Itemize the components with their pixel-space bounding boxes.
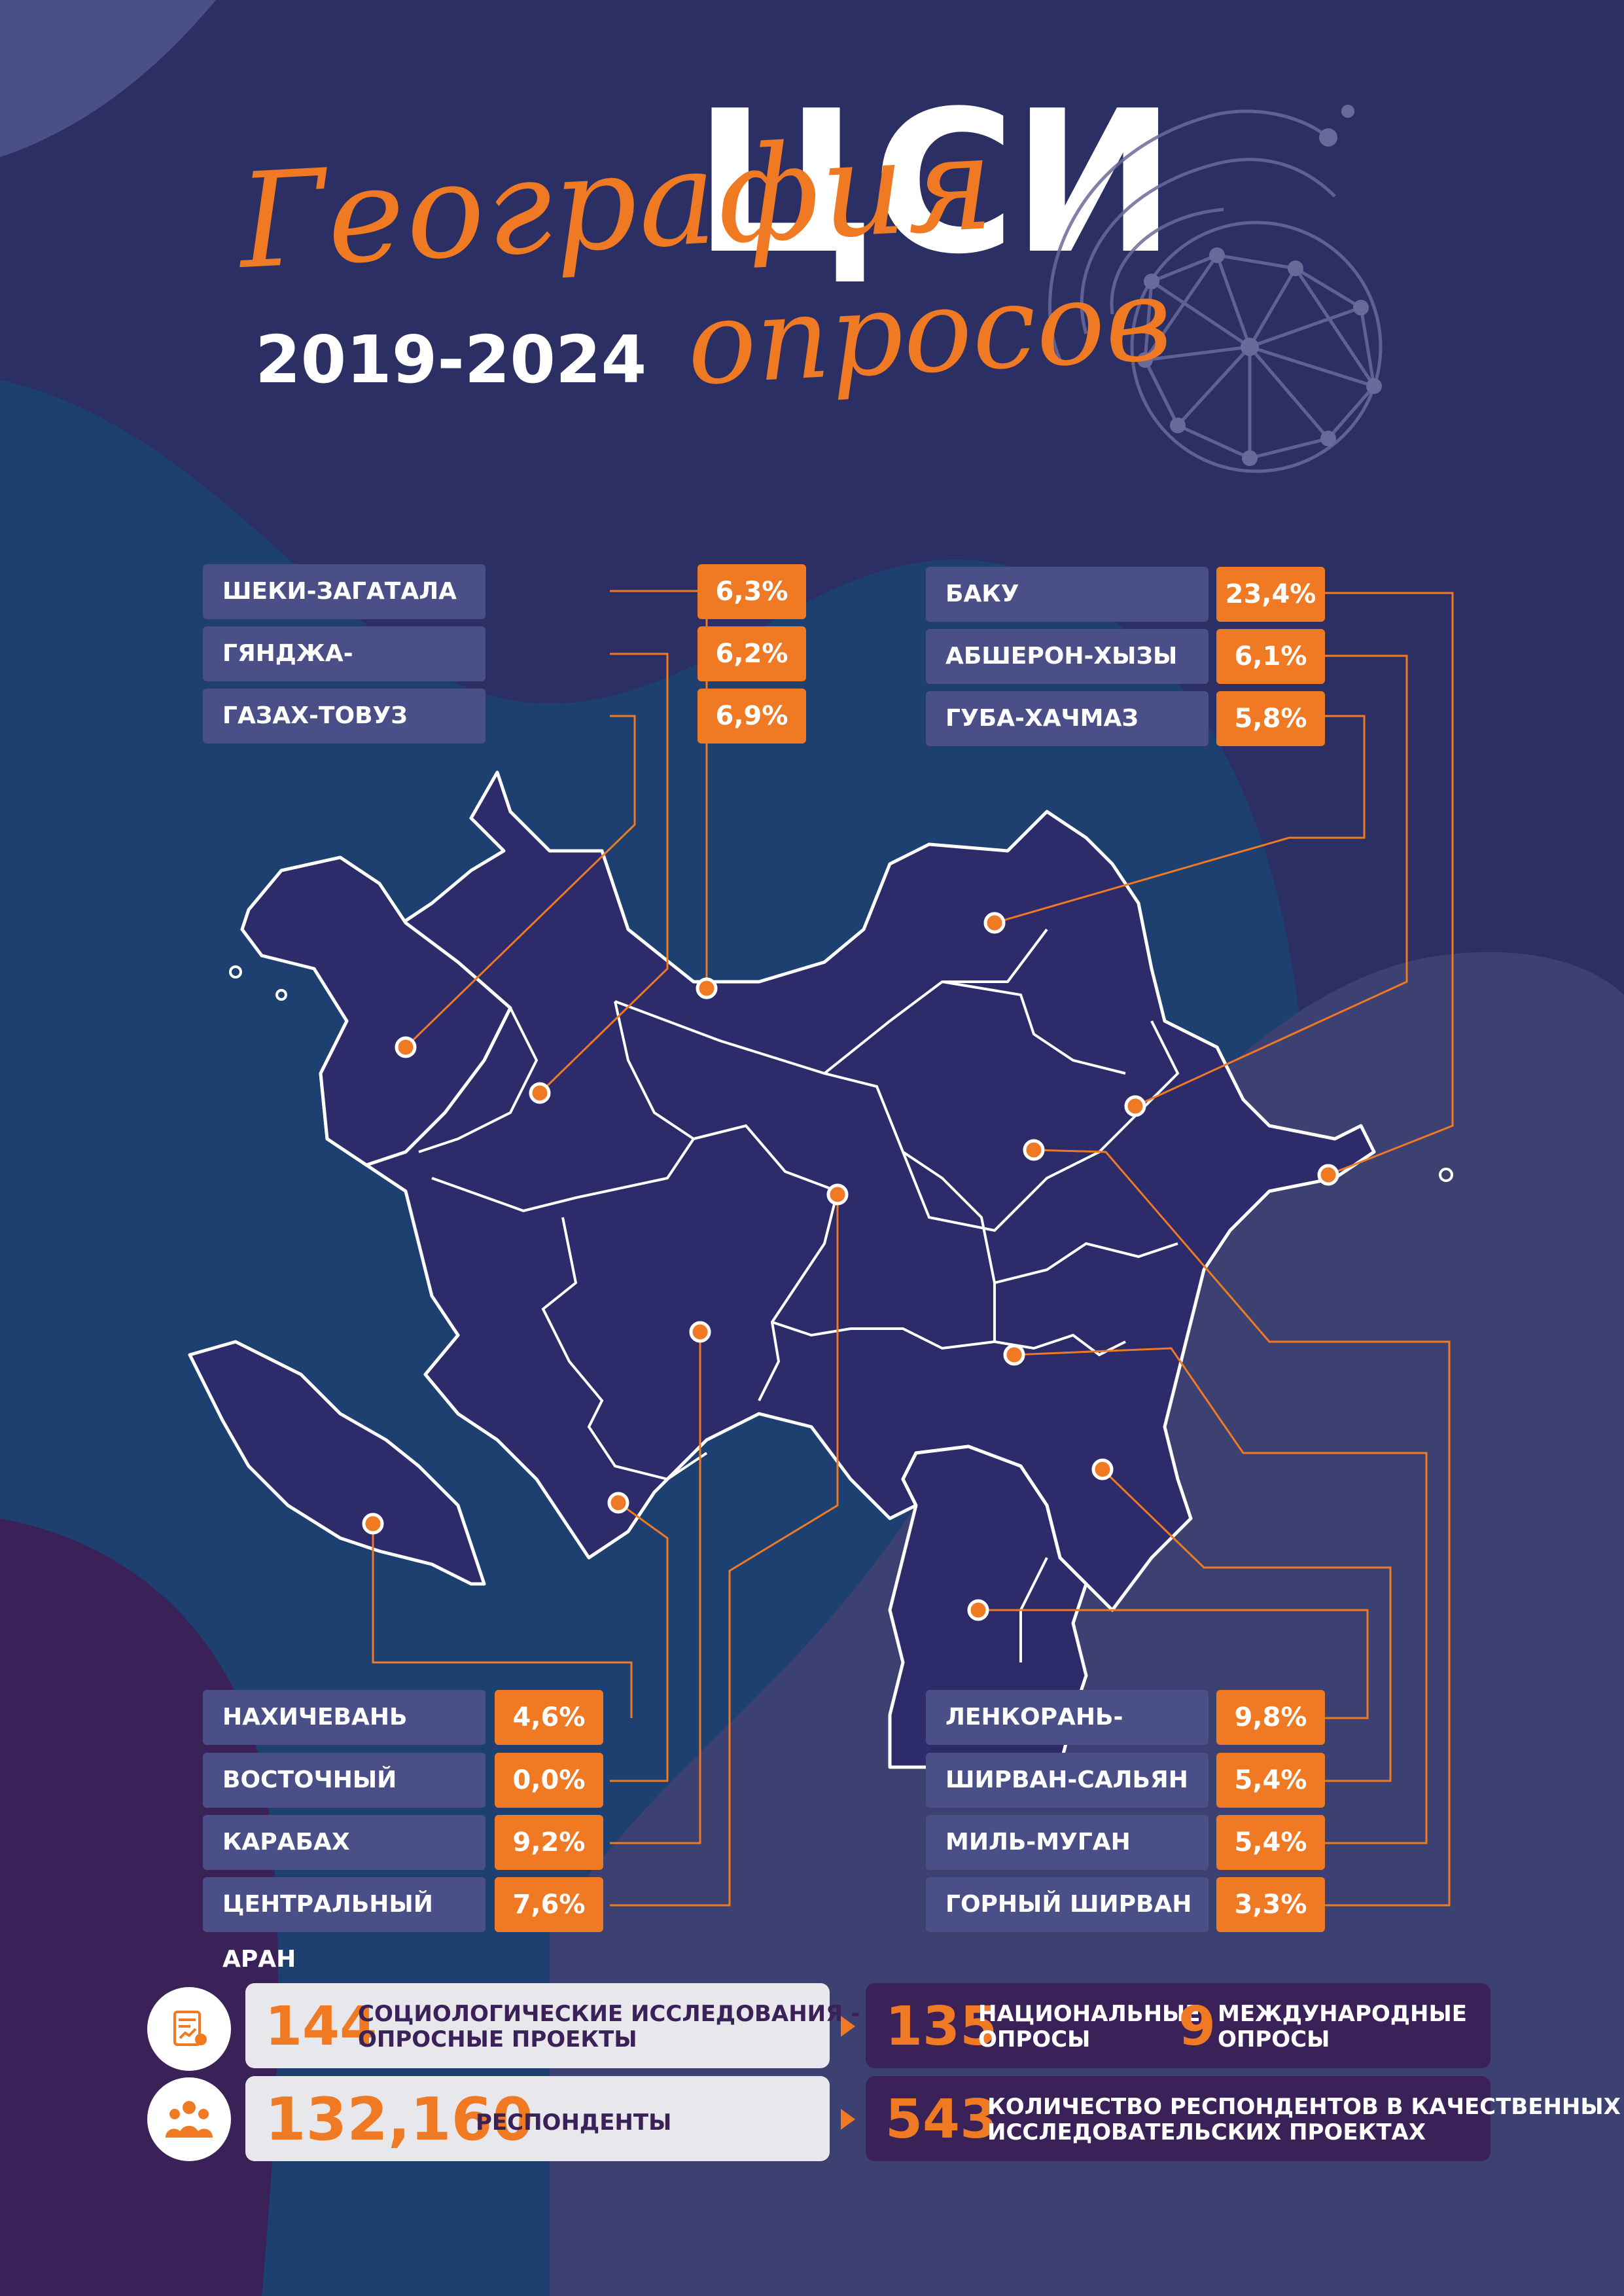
stats-qualitative-panel: 543 КОЛИЧЕСТВО РЕСПОНДЕНТОВ В КАЧЕСТВЕНН… [866, 2076, 1621, 2161]
respondents-number: 132,160 [265, 2085, 533, 2154]
map-region-gazakh [240, 855, 512, 1167]
national-number: 135 [885, 1996, 998, 2058]
region-percent: 5,8% [1216, 691, 1325, 746]
marker-nakhchivan [362, 1513, 384, 1535]
qualitative-label: КОЛИЧЕСТВО РЕСПОНДЕНТОВ В КАЧЕСТВЕННЫХ И… [987, 2094, 1621, 2146]
region-label: ЦЕНТРАЛЬНЫЙ АРАН [203, 1877, 485, 1973]
stats-respondents-panel: 132,160 РЕСПОНДЕНТЫ [245, 2076, 830, 2161]
marker-central [826, 1183, 849, 1206]
marker-baku [1317, 1164, 1339, 1186]
respondents-icon-circle [147, 2077, 231, 2161]
years-range: 2019-2024 [255, 321, 647, 398]
region-percent: 4,6% [495, 1690, 603, 1745]
region-label: ГОРНЫЙ ШИРВАН [926, 1877, 1209, 1932]
region-label: АБШЕРОН-ХЫЗЫ [926, 629, 1209, 684]
stats-projects-panel: 144 СОЦИОЛОГИЧЕСКИЕ ИССЛЕДОВАНИЯ - ОПРОС… [245, 1983, 860, 2068]
map-region-nakhchivan [188, 1340, 486, 1586]
stats-surveys-panel: 135 НАЦИОНАЛЬНЫЕ ОПРОСЫ 9 МЕЖДУНАРОДНЫЕ … [866, 1983, 1491, 2068]
region-percent: 7,6% [495, 1877, 603, 1932]
marker-absheron [1124, 1095, 1146, 1117]
marker-milmugan [1091, 1458, 1114, 1480]
arrow-right-icon [841, 2016, 855, 2037]
region-label: БАКУ [926, 567, 1209, 622]
projects-label: СОЦИОЛОГИЧЕСКИЕ ИССЛЕДОВАНИЯ - ОПРОСНЫЕ … [358, 2001, 860, 2053]
marker-lankaran [967, 1599, 989, 1621]
region-label: НАХИЧЕВАНЬ [203, 1690, 485, 1745]
marker-shirvan [1003, 1344, 1025, 1366]
people-group-icon [166, 2101, 213, 2138]
region-label: ВОСТОЧНЫЙ ЗАНГЕЗУР [203, 1753, 485, 1848]
region-label: МИЛЬ-МУГАН [926, 1815, 1209, 1870]
projects-icon-circle [147, 1987, 231, 2071]
region-label: ШИРВАН-САЛЬЯН [926, 1753, 1209, 1808]
international-number: 9 [1178, 1996, 1216, 2058]
marker-gazakh [395, 1036, 417, 1058]
marker-zangezur [607, 1492, 629, 1514]
respondents-label: РЕСПОНДЕНТЫ [476, 2109, 672, 2136]
qualitative-number: 543 [885, 2089, 998, 2151]
region-label: ГЯНДЖА-ДАШКЕСАН [203, 626, 485, 722]
region-percent: 0,0% [495, 1753, 603, 1808]
region-percent: 6,9% [697, 689, 806, 744]
region-label: ГАЗАХ-ТОВУЗ [203, 689, 485, 744]
region-percent: 6,2% [697, 626, 806, 681]
logo-network-icon [1048, 105, 1383, 473]
document-chart-icon [173, 2011, 207, 2046]
region-label: ШЕКИ-ЗАГАТАЛА [203, 564, 485, 619]
marker-karabakh [689, 1321, 711, 1343]
region-percent: 9,8% [1216, 1690, 1325, 1745]
marker-shamakhi [1023, 1139, 1045, 1161]
marker-sheki [696, 977, 718, 999]
region-percent: 6,3% [697, 564, 806, 619]
marker-guba [983, 912, 1006, 934]
region-label: ГУБА-ХАЧМАЗ [926, 691, 1209, 746]
national-label: НАЦИОНАЛЬНЫЕ ОПРОСЫ [978, 2001, 1201, 2053]
region-label: КАРАБАХ [203, 1815, 485, 1870]
region-percent: 9,2% [495, 1815, 603, 1870]
region-percent: 23,4% [1216, 567, 1325, 622]
international-label: МЕЖДУНАРОДНЫЕ ОПРОСЫ [1218, 2001, 1467, 2053]
region-percent: 3,3% [1216, 1877, 1325, 1932]
projects-number: 144 [265, 1996, 378, 2058]
region-label: ЛЕНКОРАНЬ-АСТАРА [926, 1690, 1209, 1785]
region-percent: 5,4% [1216, 1815, 1325, 1870]
arrow-right-icon [841, 2109, 855, 2130]
region-percent: 5,4% [1216, 1753, 1325, 1808]
marker-ganja [529, 1082, 551, 1104]
region-percent: 6,1% [1216, 629, 1325, 684]
